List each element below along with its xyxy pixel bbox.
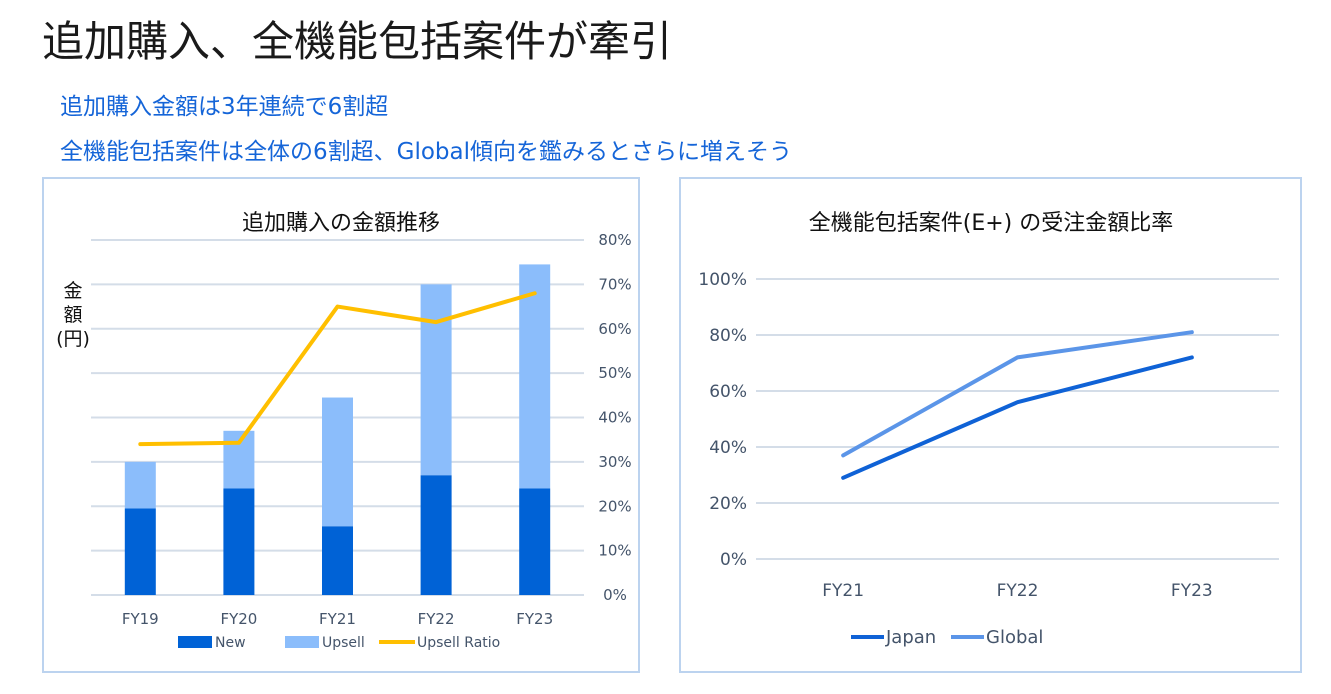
bullet-upsell-amount: 追加購入金額は3年連続で6割超 [60, 94, 389, 120]
y-axis-tick-label: 0% [720, 550, 747, 570]
right-axis-tick-label: 50% [598, 364, 631, 382]
right-axis-tick-label: 0% [603, 586, 627, 604]
x-axis-tick-label: FY20 [220, 610, 257, 628]
bar-new-fy20 [223, 488, 255, 595]
y-axis-label: 額 [63, 304, 82, 326]
y-axis-tick-label: 100% [698, 270, 747, 290]
bar-new-fy22 [420, 475, 452, 595]
upsell-amount-chart-panel: 追加購入の金額推移 金額 (円) 0% 10% 20% 30% 40% 50% 60% 70% 8… [42, 177, 640, 673]
right-axis-tick-label: 10% [598, 542, 631, 560]
line-global [841, 330, 1194, 458]
page-title: 追加購入、全機能包括案件が牽引 [42, 17, 673, 66]
full-feature-ratio-chart: 全機能包括案件(E+) の受注金額比率 0% 20% 40% 60% 80% 100% F… [698, 211, 1279, 648]
bullet-full-feature-ratio: 全機能包括案件は全体の6割超、Global傾向を鑑みるとさらに増えそう [60, 139, 793, 165]
y-axis-label: 金 [63, 280, 82, 302]
bar-upsell-fy23 [519, 264, 551, 489]
legend-label-japan: Japan [885, 627, 936, 648]
x-axis-tick-label: FY23 [516, 610, 553, 628]
chart-title: 全機能包括案件(E+) の受注金額比率 [809, 211, 1174, 236]
y-axis-tick-label: 60% [709, 382, 747, 402]
bar-new-fy21 [322, 526, 353, 595]
legend-swatch-upsell [285, 636, 319, 648]
y-axis-tick-label: 80% [709, 326, 747, 346]
right-axis-tick-label: 20% [598, 497, 631, 515]
bar-upsell-fy19 [124, 461, 156, 509]
upsell-amount-chart: 追加購入の金額推移 金額(円) 0% 10% 20% 30% 40% 50% 60% 70% 8… [56, 211, 632, 651]
x-axis-tick-label: FY22 [997, 581, 1039, 601]
y-axis-tick-label: 40% [709, 438, 747, 458]
y-axis-tick-label: 20% [709, 494, 747, 514]
right-axis-tick-label: 40% [598, 409, 631, 427]
legend-label-upsell-ratio: Upsell Ratio [417, 635, 500, 651]
x-axis-tick-label: FY21 [319, 610, 356, 628]
legend-label-global: Global [986, 627, 1043, 648]
y-axis-label: (円) [56, 328, 90, 350]
chart-title: 追加購入の金額推移 [242, 211, 440, 236]
legend-label-upsell: Upsell [322, 635, 365, 651]
bar-upsell-fy22 [420, 284, 452, 476]
line-japan [841, 355, 1194, 480]
x-axis-tick-label: FY21 [822, 581, 864, 601]
x-axis-tick-label: FY23 [1171, 581, 1213, 601]
right-axis-tick-label: 30% [598, 453, 631, 471]
bar-upsell-fy21 [322, 397, 353, 527]
full-feature-ratio-chart-panel: 全機能包括案件(E+) の受注金額比率 0% 20% 40% 60% 80% 100% F… [679, 177, 1302, 673]
legend-label-new: New [215, 635, 246, 651]
bar-new-fy19 [124, 508, 156, 595]
right-axis-tick-label: 80% [598, 231, 631, 249]
right-axis-tick-label: 70% [598, 275, 631, 293]
x-axis-tick-label: FY19 [122, 610, 159, 628]
legend-swatch-new [178, 636, 212, 648]
x-axis-tick-label: FY22 [418, 610, 455, 628]
bar-new-fy23 [519, 488, 551, 595]
right-axis-tick-label: 60% [598, 320, 631, 338]
